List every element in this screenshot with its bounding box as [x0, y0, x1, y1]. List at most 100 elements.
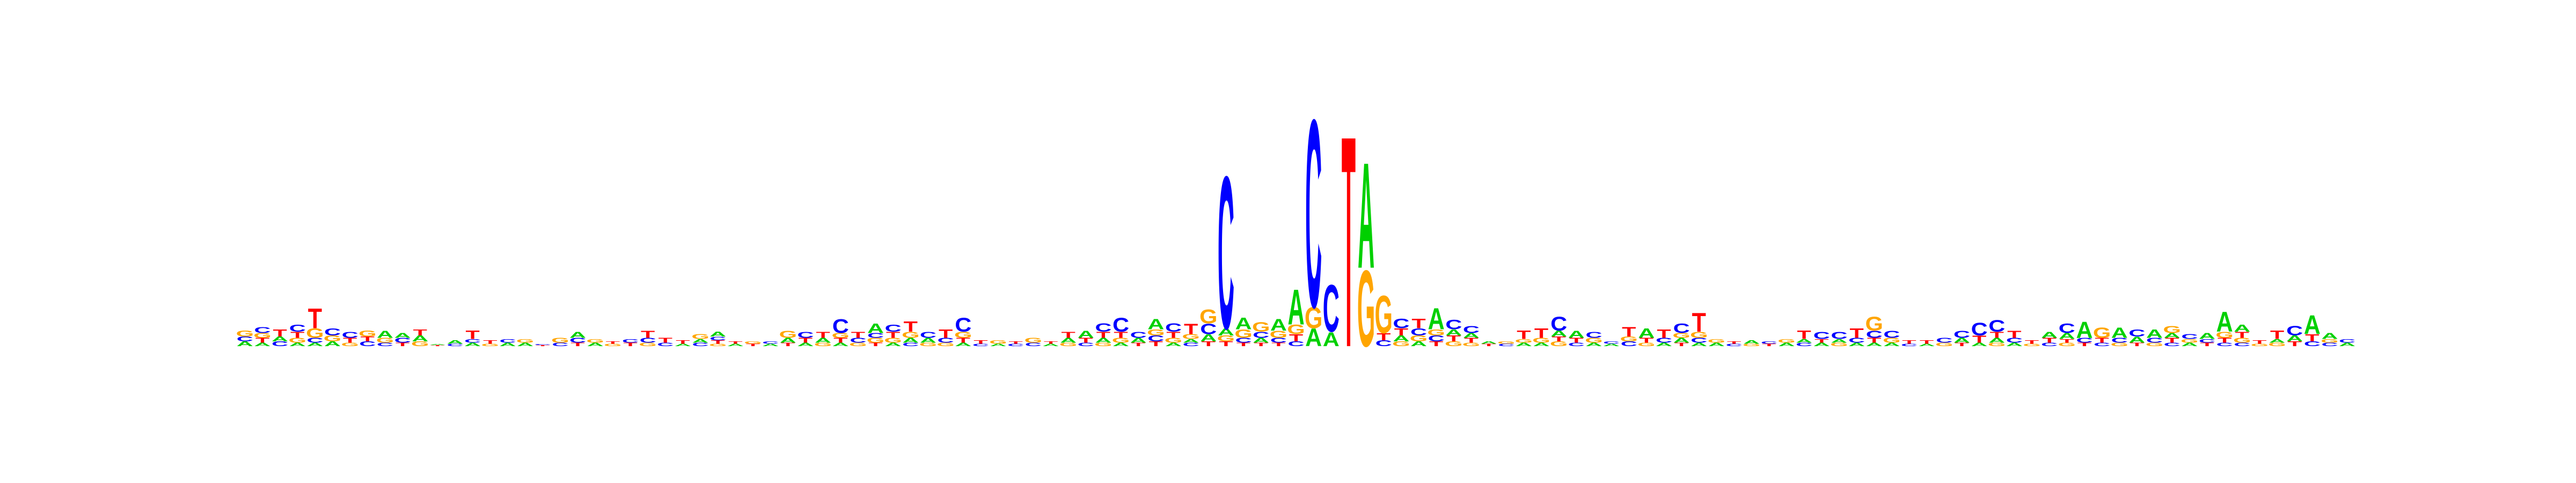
- logo-letter-T: T: [1622, 325, 1636, 340]
- logo-position-49: CTA: [1078, 329, 1094, 347]
- logo-letter-T: T: [1762, 343, 1776, 347]
- logo-letter-A: A: [1428, 302, 1445, 336]
- logo-letter-A: A: [675, 343, 691, 347]
- logo-letter-C: C: [1130, 330, 1147, 339]
- logo-letter-G: G: [324, 334, 341, 343]
- logo-letter-T: T: [1096, 330, 1111, 339]
- logo-letter-A: A: [377, 329, 393, 340]
- logo-letter-C: C: [1848, 336, 1865, 344]
- logo-letter-A: A: [2146, 327, 2163, 340]
- logo-letter-G: G: [1585, 336, 1603, 344]
- logo-letter-C: C: [709, 335, 726, 341]
- logo-letter-A: A: [2216, 306, 2233, 338]
- logo-letter-C: C: [1866, 329, 1883, 340]
- logo-letter-G: G: [884, 336, 902, 344]
- logo-letter-T: T: [1219, 340, 1233, 348]
- logo-letter-A: A: [990, 343, 1006, 347]
- logo-letter-A: A: [2128, 335, 2145, 344]
- logo-position-46: CG: [1024, 336, 1043, 347]
- logo-position-13: CA: [447, 339, 464, 347]
- logo-position-23: TC: [622, 338, 639, 347]
- logo-letter-A: A: [2304, 310, 2321, 340]
- logo-letter-T: T: [2043, 336, 2057, 344]
- logo-position-11: GAT: [411, 328, 429, 348]
- logo-letter-T: T: [255, 336, 270, 344]
- logo-letter-T: T: [1972, 334, 1986, 345]
- logo-position-117: GAT: [2268, 328, 2286, 347]
- logo-letter-G: G: [2321, 338, 2338, 344]
- logo-letter-C: C: [499, 338, 516, 344]
- logo-letter-C: C: [1323, 270, 1340, 346]
- logo-position-43: CT: [972, 339, 989, 347]
- logo-letter-T: T: [1657, 327, 1671, 340]
- logo-position-41: GCT: [936, 327, 954, 347]
- logo-letter-A: A: [1358, 131, 1374, 300]
- logo-position-6: AGC: [324, 326, 341, 347]
- logo-letter-C: C: [1603, 341, 1620, 345]
- logo-letter-G: G: [1777, 338, 1795, 344]
- logo-letter-C: C: [2094, 342, 2110, 348]
- logo-letter-G: G: [1217, 334, 1235, 343]
- logo-position-45: CT: [1007, 341, 1024, 347]
- logo-letter-C: C: [885, 323, 902, 334]
- logo-letter-G: G: [2233, 336, 2251, 344]
- logo-letter-C: C: [1375, 339, 1392, 348]
- logo-letter-T: T: [1236, 342, 1250, 348]
- logo-letter-A: A: [1305, 323, 1322, 352]
- logo-letter-C: C: [2006, 336, 2023, 344]
- logo-letter-G: G: [1374, 285, 1393, 345]
- logo-letter-T: T: [483, 339, 497, 345]
- logo-letter-G: G: [2093, 324, 2111, 341]
- logo-letter-A: A: [1638, 326, 1655, 341]
- logo-letter-C: C: [850, 336, 866, 344]
- logo-letter-T: T: [1114, 330, 1128, 339]
- logo-letter-C: C: [1410, 326, 1427, 338]
- logo-letter-A: A: [867, 321, 884, 336]
- logo-letter-T: T: [746, 343, 760, 347]
- logo-letter-T: T: [1166, 330, 1181, 339]
- logo-letter-A: A: [1165, 342, 1182, 348]
- logo-letter-C: C: [2059, 321, 2075, 336]
- logo-letter-T: T: [1797, 328, 1811, 341]
- logo-letter-T: T: [1271, 342, 1285, 348]
- logo-letter-A: A: [1113, 342, 1129, 348]
- logo-letter-A: A: [1656, 342, 1672, 348]
- logo-letter-C: C: [2164, 342, 2180, 348]
- logo-letter-C: C: [1200, 320, 1217, 338]
- logo-letter-G: G: [1392, 340, 1410, 348]
- logo-position-81: GTA: [1637, 326, 1655, 347]
- logo-letter-T: T: [904, 318, 918, 335]
- logo-letter-G: G: [1199, 305, 1217, 328]
- logo-letter-G: G: [1147, 328, 1165, 337]
- logo-letter-G: G: [236, 329, 254, 338]
- logo-position-91: ATC: [1813, 330, 1830, 347]
- logo-position-107: CTG: [2093, 324, 2111, 347]
- logo-position-65: GA: [1357, 131, 1375, 370]
- logo-position-20: TCA: [569, 330, 586, 347]
- logo-letter-C: C: [640, 336, 656, 344]
- logo-letter-G: G: [2058, 342, 2076, 348]
- logo-position-40: GAC: [919, 330, 937, 347]
- logo-position-96: CT: [1901, 339, 1918, 347]
- logo-letter-A: A: [1270, 316, 1287, 334]
- logo-letter-C: C: [1270, 336, 1287, 344]
- logo-letter-C: C: [1218, 131, 1234, 375]
- logo-position-10: TCA: [394, 332, 411, 347]
- logo-letter-C: C: [797, 330, 814, 339]
- logo-letter-T: T: [2165, 336, 2179, 344]
- logo-letter-C: C: [1936, 336, 1952, 344]
- logo-position-15: GT: [481, 339, 500, 347]
- logo-letter-G: G: [2146, 342, 2163, 348]
- logo-letter-A: A: [1218, 326, 1234, 338]
- logo-letter-A: A: [1988, 336, 2005, 344]
- logo-letter-A: A: [1743, 339, 1760, 345]
- logo-position-7: GTC: [341, 330, 358, 347]
